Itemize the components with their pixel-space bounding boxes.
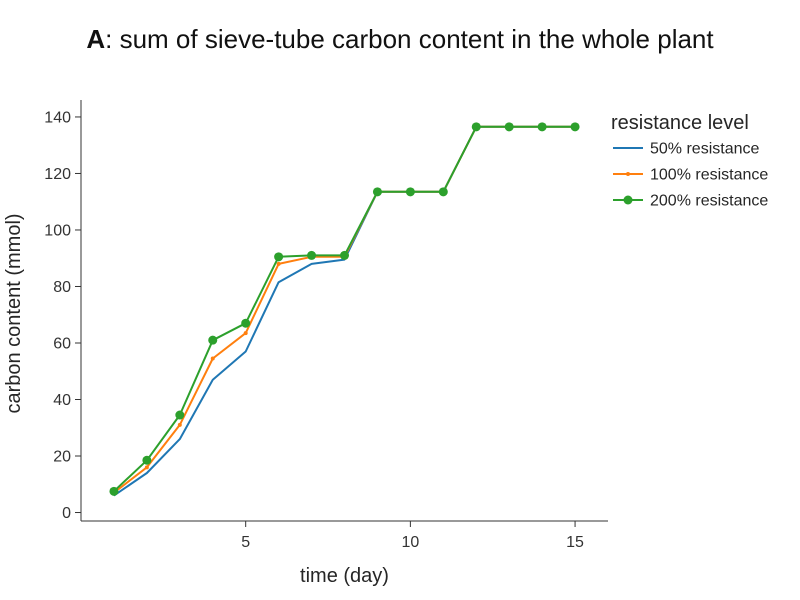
data-point-100-resistance [177,422,182,427]
y-tick-label: 0 [62,505,71,522]
x-axis-label: time (day) [300,565,389,587]
data-point-200-resistance [307,250,317,260]
y-tick-label: 80 [53,279,71,296]
y-axis-label: carbon content (mmol) [3,213,25,413]
legend-marker-100-resistance [626,172,630,176]
chart-title: A: sum of sieve-tube carbon content in t… [0,24,800,55]
chart-title-text: : sum of sieve-tube carbon content in th… [105,24,714,54]
data-point-200-resistance [537,122,547,132]
data-point-200-resistance [142,455,152,465]
legend-label-50-resistance: 50% resistance [650,141,759,158]
series-line-100-resistance [113,125,576,494]
series-line-200-resistance [113,125,576,493]
legend-title: resistance level [611,112,749,134]
y-tick-label: 20 [53,449,71,466]
data-point-200-resistance [372,187,382,197]
series-group [109,122,580,497]
x-tick-label: 15 [566,534,584,551]
y-tick-label: 40 [53,392,71,409]
data-point-100-resistance [276,261,281,266]
legend: resistance level 50% resistance 100% resi… [611,112,768,210]
data-point-100-resistance [210,356,215,361]
series-line-50-resistance [113,125,576,497]
chart-title-letter: A [86,24,106,54]
data-point-200-resistance [504,122,514,132]
y-tick-label: 100 [44,222,71,239]
legend-label-100-resistance: 100% resistance [650,167,768,184]
legend-label-200-resistance: 200% resistance [650,193,768,210]
data-point-100-resistance [243,331,248,336]
data-point-200-resistance [274,252,284,262]
data-point-200-resistance [471,122,481,132]
data-point-200-resistance [340,250,349,260]
data-point-200-resistance [241,318,251,328]
x-tick-label: 5 [241,534,250,551]
legend-marker-200-resistance [623,195,633,205]
data-point-200-resistance [570,122,580,132]
data-point-200-resistance [175,410,185,420]
data-point-200-resistance [208,335,218,345]
data-point-200-resistance [438,187,448,197]
y-tick-label: 140 [44,109,71,126]
axes: 0 20 40 60 80 100 120 140 5 10 15 [44,100,608,551]
data-point-200-resistance [405,187,415,197]
y-tick-label: 60 [53,335,71,352]
data-point-200-resistance [109,486,119,496]
data-point-100-resistance [144,465,149,470]
y-tick-label: 120 [44,166,71,183]
x-tick-label: 10 [401,534,419,551]
